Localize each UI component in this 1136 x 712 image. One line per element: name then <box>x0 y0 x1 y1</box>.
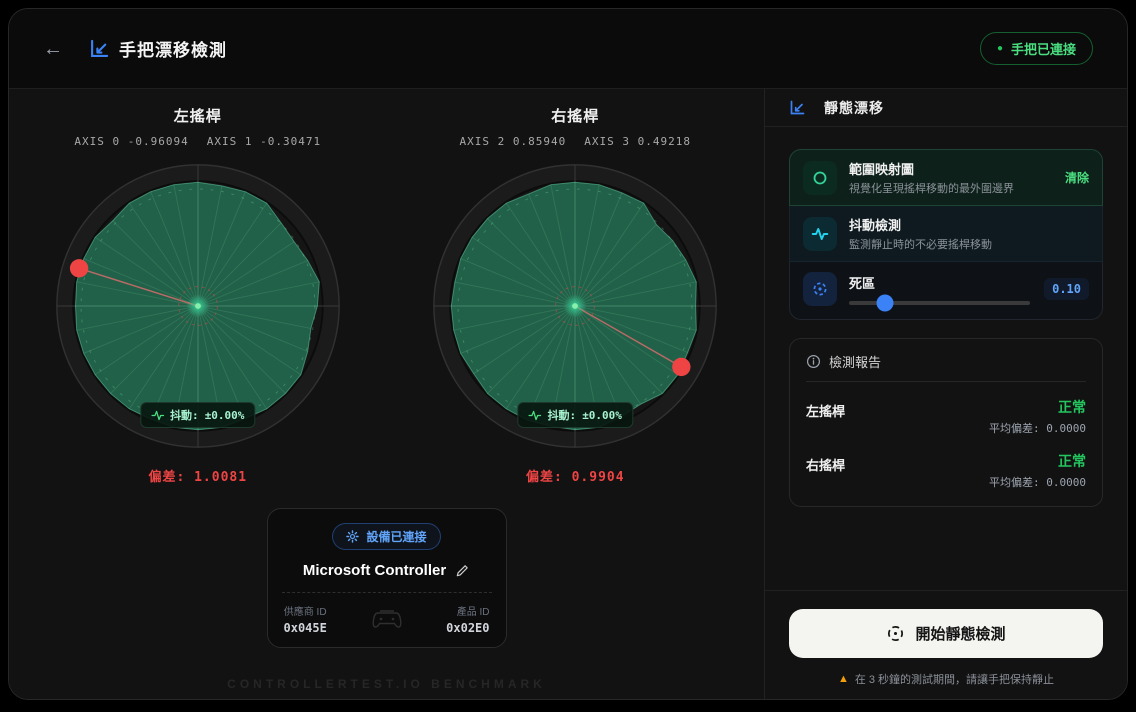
report-row-left-stick: 左搖桿 正常 平均偏差: 0.0000 <box>806 397 1086 436</box>
pencil-icon[interactable] <box>455 563 470 578</box>
header: ← 手把漂移檢測 ● 手把已連接 <box>9 9 1127 89</box>
app-window: ← 手把漂移檢測 ● 手把已連接 左搖桿 AXIS 0 -0.96094 AXI… <box>8 8 1128 700</box>
options-group: 範圍映射圖 視覺化呈現搖桿移動的最外圍邊界 清除 抖動檢測 監測靜止時的不必要搖… <box>789 149 1103 320</box>
left-stick-axis-readout: AXIS 0 -0.96094 AXIS 1 -0.30471 <box>74 135 321 148</box>
left-stick-gauge: 抖動: ±0.00% <box>53 161 343 451</box>
axis3-label: AXIS 3 <box>584 135 630 148</box>
sidebar: 靜態漂移 範圍映射圖 視覺化呈現搖桿移動的最外圍邊界 清除 <box>764 89 1127 699</box>
left-stick-title: 左搖桿 <box>173 108 222 125</box>
vendor-id-label: 供應商 ID <box>283 607 327 618</box>
jitter-label: 抖動: <box>170 409 199 422</box>
deadzone-slider[interactable] <box>849 294 1031 312</box>
axis3-value: 0.49218 <box>637 135 691 148</box>
axis2-value: 0.85940 <box>512 135 567 148</box>
sidebar-title: 靜態漂移 <box>824 99 884 116</box>
line-chart-icon <box>790 100 805 114</box>
report-card: 檢測報告 左搖桿 正常 平均偏差: 0.0000 右搖桿 正常 平均偏差: <box>789 338 1103 507</box>
jitter-value: ±0.00% <box>204 408 245 422</box>
crosshair-icon <box>803 272 837 306</box>
vendor-id-block: 供應商 ID 0x045E <box>284 603 327 635</box>
deadzone-slider-thumb[interactable] <box>876 294 894 312</box>
report-row-label: 右搖桿 <box>806 458 846 473</box>
axis0-label: AXIS 0 <box>74 135 121 148</box>
jitter-label: 抖動: <box>547 409 577 422</box>
option-range-map[interactable]: 範圍映射圖 視覺化呈現搖桿移動的最外圍邊界 清除 <box>789 149 1103 206</box>
option-jitter-detect[interactable]: 抖動檢測 監測靜止時的不必要搖桿移動 <box>789 206 1103 262</box>
start-static-test-label: 開始靜態檢測 <box>915 626 1006 643</box>
jitter-value: ±0.00% <box>582 408 622 422</box>
product-id-label: 產品 ID <box>456 607 490 618</box>
option-deadzone: 死區 0.10 <box>789 262 1103 320</box>
left-deviation: 偏差: 1.0081 <box>148 470 248 485</box>
device-name: Microsoft Controller <box>302 562 447 579</box>
report-row-detail: 平均偏差: 0.0000 <box>989 476 1086 489</box>
controller-connected-label: 手把已連接 <box>1010 42 1076 57</box>
warning-text: 在 3 秒鐘的測試期間，請讓手把保持靜止 <box>854 674 1055 686</box>
right-stick-gauge-canvas <box>430 161 720 456</box>
waveform-icon <box>151 410 164 420</box>
info-icon <box>806 354 821 369</box>
report-row-right-stick: 右搖桿 正常 平均偏差: 0.0000 <box>806 451 1086 490</box>
sidebar-header: 靜態漂移 <box>765 89 1127 127</box>
status-dot-icon: ● <box>996 42 1003 54</box>
axis0-value: -0.96094 <box>127 135 189 148</box>
right-stick-gauge: 抖動: ±0.00% <box>430 161 720 451</box>
clear-button[interactable]: 清除 <box>1064 171 1089 185</box>
report-title: 檢測報告 <box>829 355 882 370</box>
warning-note: ▲ 在 3 秒鐘的測試期間，請讓手把保持靜止 <box>789 671 1103 687</box>
device-connected-badge: 設備已連接 <box>332 523 441 550</box>
right-stick-axis-readout: AXIS 2 0.85940 AXIS 3 0.49218 <box>460 135 691 148</box>
warning-icon: ▲ <box>837 673 849 685</box>
device-card: 設備已連接 Microsoft Controller 供應商 ID 0x045E <box>266 508 507 648</box>
controller-connected-badge: ● 手把已連接 <box>979 32 1093 65</box>
product-id-block: 產品 ID 0x02E0 <box>446 603 489 635</box>
line-chart-icon <box>91 39 109 57</box>
option-range-map-title: 範圍映射圖 <box>849 162 915 177</box>
back-button[interactable]: ← <box>43 37 63 60</box>
main-panel: 左搖桿 AXIS 0 -0.96094 AXIS 1 -0.30471 抖動: … <box>9 89 764 699</box>
right-deviation: 偏差: 0.9904 <box>525 470 625 485</box>
status-badge: 正常 <box>1058 453 1086 469</box>
report-row-detail: 平均偏差: 0.0000 <box>989 422 1086 435</box>
gear-icon <box>346 530 360 543</box>
waveform-icon <box>803 216 837 251</box>
axis1-label: AXIS 1 <box>206 135 253 148</box>
left-stick-column: 左搖桿 AXIS 0 -0.96094 AXIS 1 -0.30471 抖動: … <box>9 105 387 485</box>
device-connected-label: 設備已連接 <box>366 530 427 544</box>
crosshair-icon <box>888 625 904 642</box>
right-stick-title: 右搖桿 <box>551 108 600 125</box>
option-range-map-desc: 視覺化呈現搖桿移動的最外圍邊界 <box>849 183 1014 195</box>
waveform-icon <box>528 410 542 420</box>
divider <box>281 592 492 593</box>
deadzone-value-badge: 0.10 <box>1044 278 1089 300</box>
right-stick-column: 右搖桿 AXIS 2 0.85940 AXIS 3 0.49218 抖動: ±0… <box>387 105 765 485</box>
watermark: CONTROLLERTEST.IO BENCHMARK <box>227 677 546 691</box>
start-static-test-button[interactable]: 開始靜態檢測 <box>789 609 1103 658</box>
product-id-value: 0x02E0 <box>446 621 490 635</box>
right-jitter-badge: 抖動: ±0.00% <box>517 402 633 428</box>
circle-icon <box>803 160 837 195</box>
left-jitter-badge: 抖動: ±0.00% <box>140 402 256 428</box>
status-badge: 正常 <box>1058 399 1086 415</box>
gamepad-icon <box>372 610 401 628</box>
option-jitter-title: 抖動檢測 <box>849 218 902 233</box>
vendor-id-value: 0x045E <box>283 621 327 635</box>
option-jitter-desc: 監測靜止時的不必要搖桿移動 <box>849 239 992 251</box>
axis2-label: AXIS 2 <box>459 135 506 148</box>
axis1-value: -0.30471 <box>260 135 322 148</box>
report-row-label: 左搖桿 <box>806 404 846 419</box>
deadzone-title: 死區 <box>849 276 876 291</box>
page-title: 手把漂移檢測 <box>119 41 227 60</box>
sidebar-footer: 開始靜態檢測 ▲ 在 3 秒鐘的測試期間，請讓手把保持靜止 <box>765 590 1127 699</box>
left-stick-gauge-canvas <box>53 161 343 456</box>
